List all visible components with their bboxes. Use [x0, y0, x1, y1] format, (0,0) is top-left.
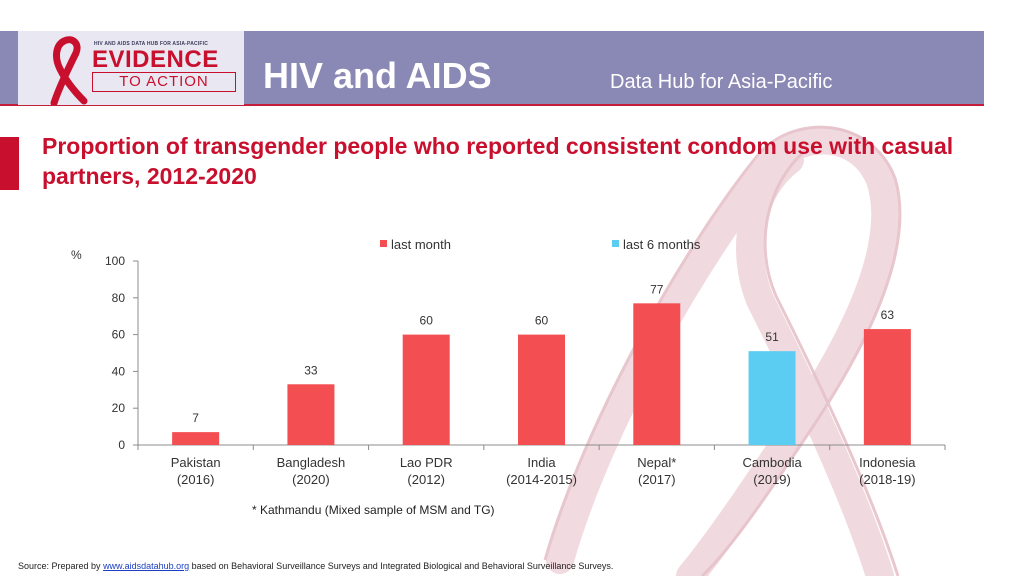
x-tick-period-label: (2018-19): [859, 472, 915, 487]
bar: [748, 351, 796, 445]
x-tick-period-label: (2017): [638, 472, 676, 487]
x-tick-label: Bangladesh: [277, 455, 346, 470]
data-label: 63: [881, 308, 895, 322]
title-marker: [0, 137, 19, 190]
app-title: HIV and AIDS: [263, 55, 492, 96]
data-label: 77: [650, 282, 664, 296]
app-subtitle: Data Hub for Asia-Pacific: [610, 71, 833, 93]
x-tick-label: India: [527, 455, 556, 470]
data-label: 51: [765, 330, 779, 344]
data-label: 33: [304, 363, 318, 377]
x-tick-label: Lao PDR: [400, 455, 453, 470]
y-tick-label: 0: [118, 438, 125, 452]
source-suffix: based on Behavioral Surveillance Surveys…: [189, 561, 614, 571]
x-tick-period-label: (2014-2015): [506, 472, 577, 487]
legend-label: last 6 months: [623, 237, 701, 252]
legend-swatch: [380, 240, 387, 247]
header-divider: [0, 104, 984, 106]
x-tick-label: Indonesia: [859, 455, 916, 470]
y-tick-label: 40: [112, 364, 126, 378]
x-tick-period-label: (2019): [753, 472, 791, 487]
source-link[interactable]: www.aidsdatahub.org: [103, 561, 190, 571]
y-tick-label: 100: [105, 254, 125, 268]
data-label: 7: [192, 411, 199, 425]
source-note: Source: Prepared by www.aidsdatahub.org …: [18, 561, 613, 571]
source-prefix: Source: Prepared by: [18, 561, 104, 571]
x-tick-period-label: (2020): [292, 472, 330, 487]
y-tick-label: 20: [112, 401, 126, 415]
bar: [402, 334, 450, 445]
y-axis-unit-label: %: [71, 248, 82, 262]
slide-title: Proportion of transgender people who rep…: [42, 133, 954, 189]
logo-to-action-text: TO ACTION: [92, 72, 236, 92]
bar: [863, 329, 911, 445]
y-tick-label: 60: [112, 328, 126, 342]
y-tick-label: 80: [112, 291, 126, 305]
bar: [287, 384, 335, 445]
footnote: * Kathmandu (Mixed sample of MSM and TG): [252, 503, 495, 517]
data-label: 60: [535, 314, 549, 328]
legend-label: last month: [391, 237, 451, 252]
x-tick-label: Nepal*: [637, 455, 676, 470]
legend-swatch: [612, 240, 619, 247]
x-tick-label: Cambodia: [742, 455, 802, 470]
logo-evidence-text: EVIDENCE: [92, 46, 219, 73]
data-label: 60: [420, 314, 434, 328]
logo: [18, 31, 244, 105]
x-tick-label: Pakistan: [171, 455, 221, 470]
bar: [518, 334, 565, 445]
x-tick-period-label: (2012): [407, 472, 445, 487]
bar: [633, 303, 681, 445]
logo-top-text: HIV AND AIDS DATA HUB FOR ASIA-PACIFIC: [94, 41, 209, 47]
bar: [172, 432, 220, 445]
red-ribbon-icon: [50, 36, 88, 105]
x-tick-period-label: (2016): [177, 472, 215, 487]
